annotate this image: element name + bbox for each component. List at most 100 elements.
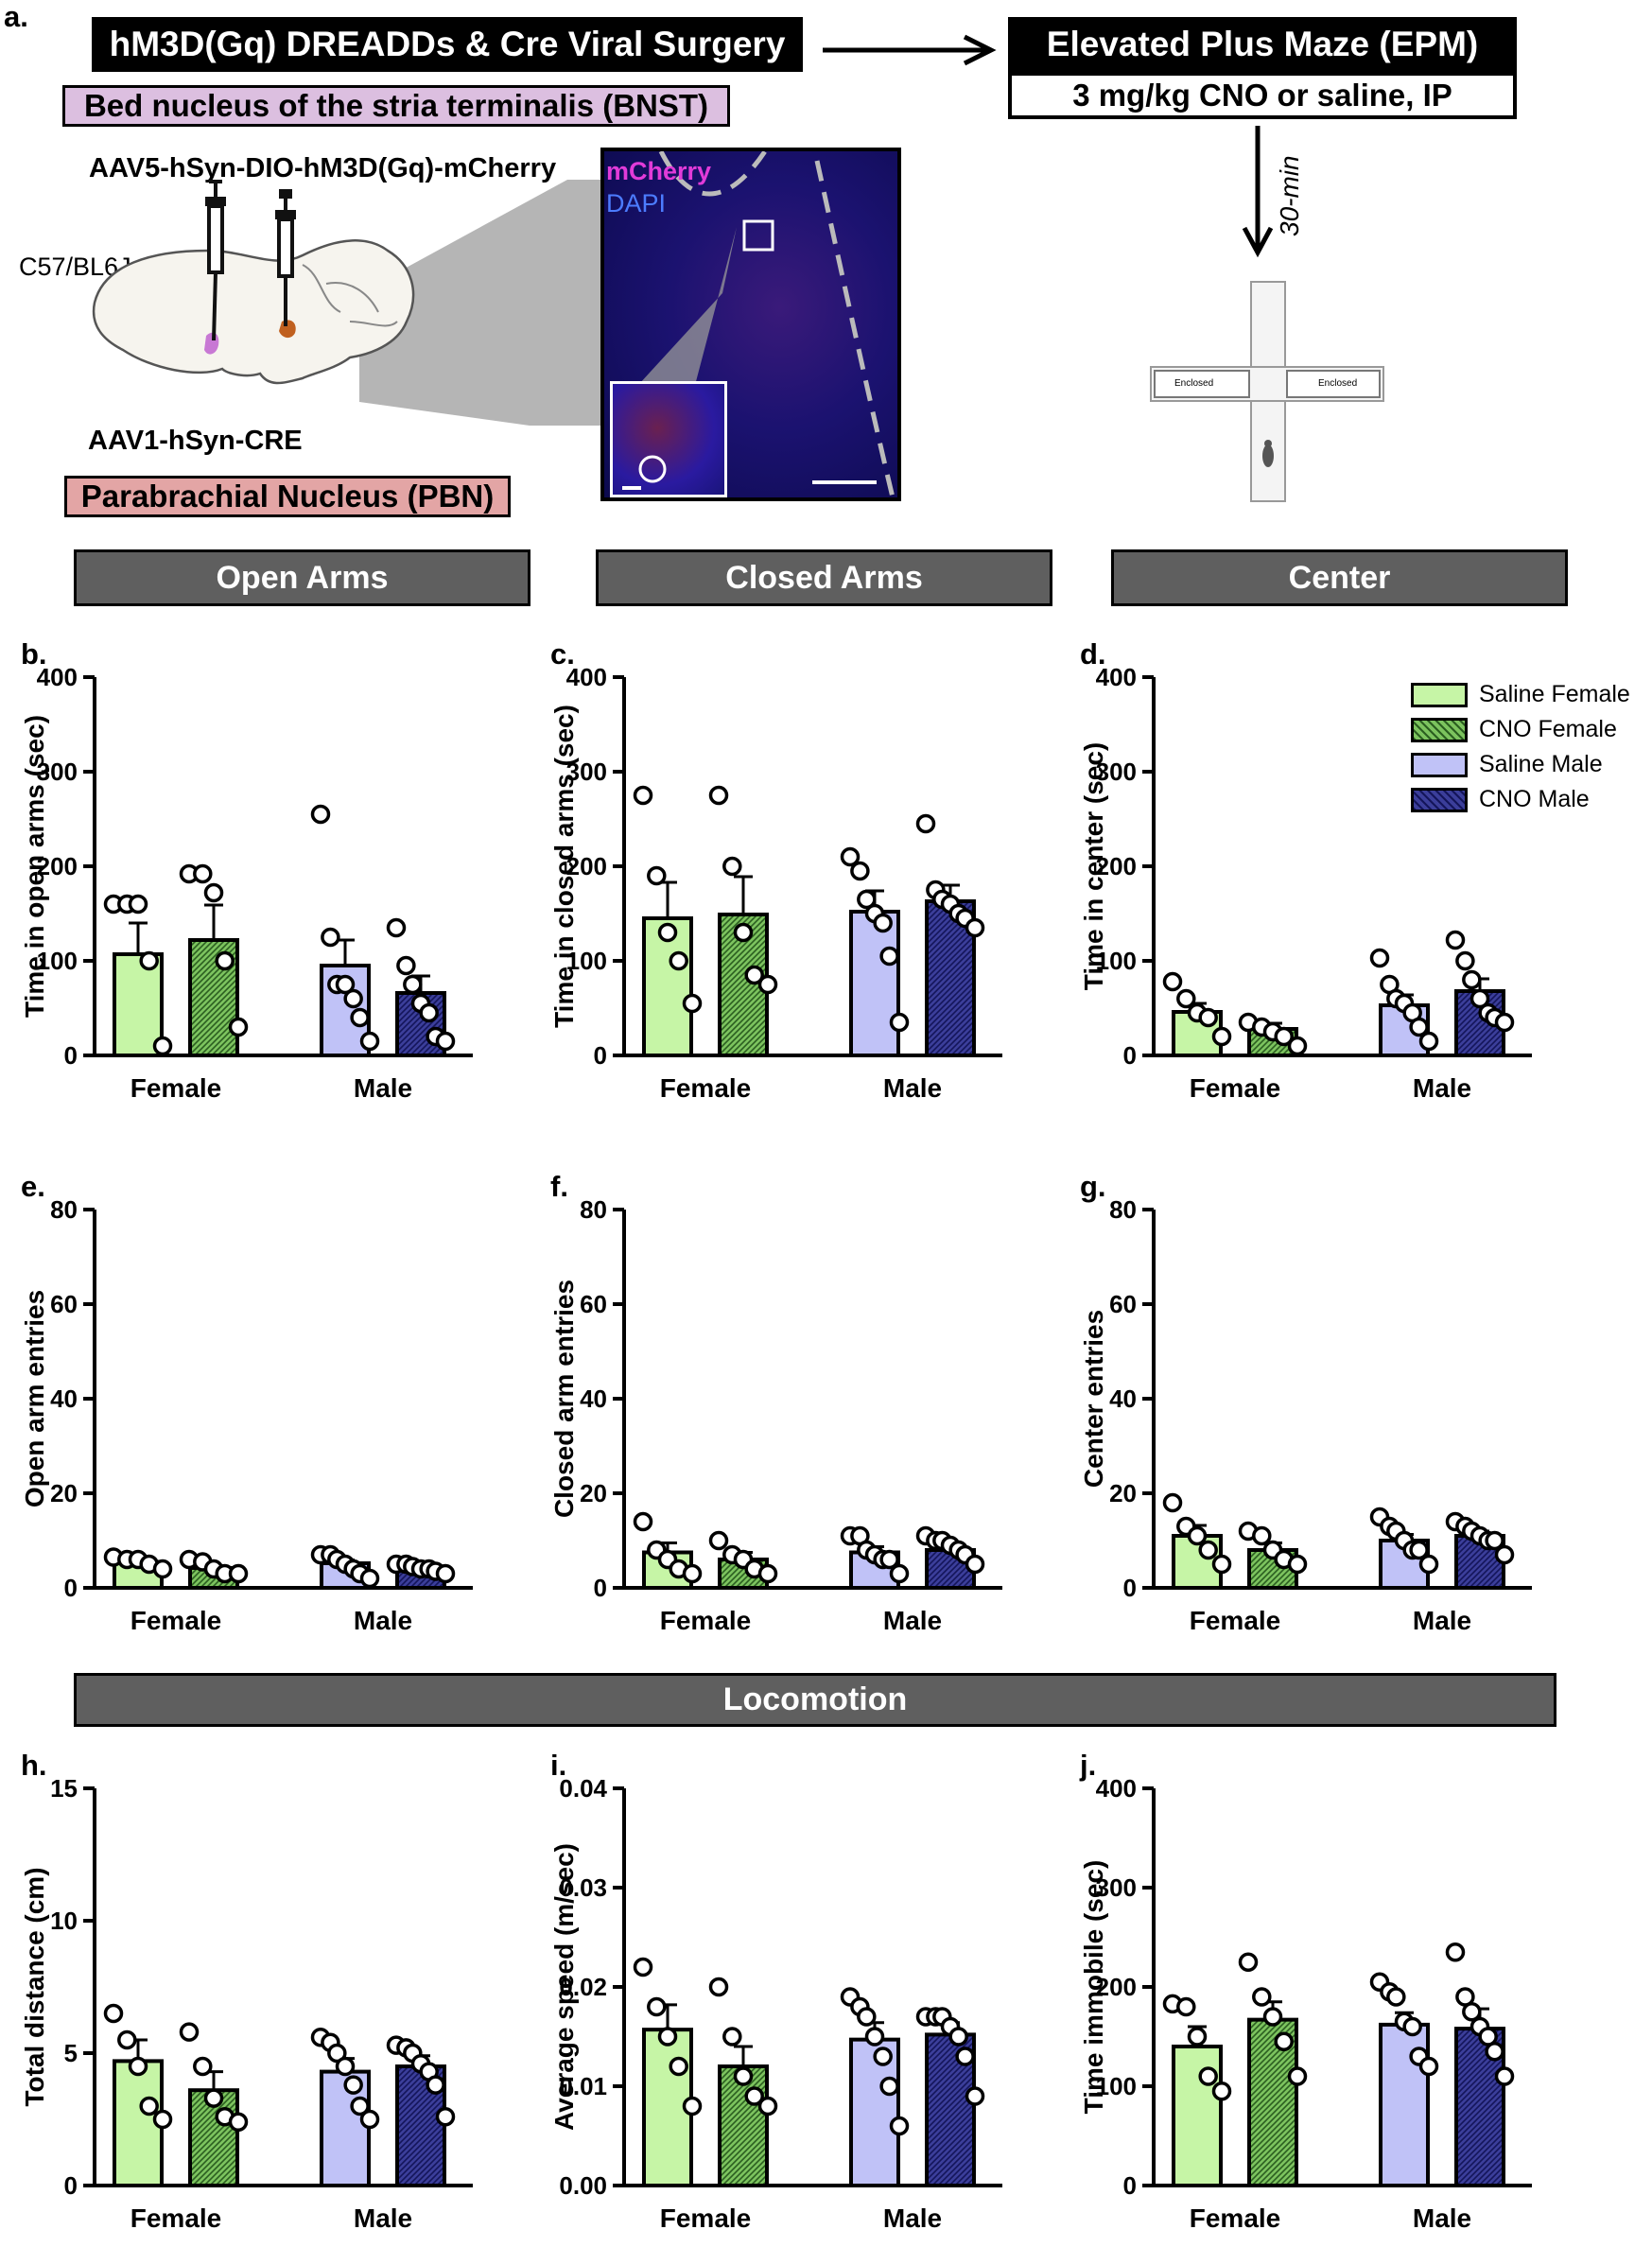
- x-category-label: Male: [1413, 1073, 1471, 1103]
- data-point: [1409, 1017, 1429, 1037]
- x-category-label: Male: [883, 1606, 942, 1635]
- data-point: [335, 974, 356, 995]
- bar-saline-male: [849, 2037, 900, 2187]
- data-point: [1386, 1987, 1406, 2007]
- y-tick-label: 0: [594, 1041, 607, 1070]
- data-point: [1211, 1026, 1232, 1047]
- x-category-label: Female: [660, 2203, 752, 2233]
- dapi-label: DAPI: [606, 189, 667, 218]
- legend-swatch: [1411, 752, 1468, 777]
- x-category-label: Female: [130, 1073, 222, 1103]
- data-point: [1469, 988, 1490, 1009]
- data-point: [215, 950, 235, 971]
- y-tick-label: 0.03: [559, 1873, 607, 1902]
- data-point: [873, 913, 893, 933]
- brain-injection-diagram: [92, 180, 615, 426]
- zoom-square: [742, 219, 774, 252]
- x-category-label: Female: [660, 1073, 752, 1103]
- data-point: [873, 2047, 893, 2066]
- y-axis-label: Open arm entries: [20, 1290, 49, 1507]
- data-point: [1287, 2066, 1308, 2086]
- data-point: [757, 974, 778, 995]
- scale-bar: [812, 480, 877, 484]
- data-point: [757, 2096, 778, 2116]
- legend-item: CNO Female: [1411, 712, 1630, 747]
- pbn-label: Parabrachial Nucleus (PBN): [64, 476, 511, 517]
- data-point: [1418, 1554, 1439, 1575]
- data-point: [682, 1563, 703, 1584]
- data-point: [864, 2027, 885, 2047]
- panel-letter-a: a.: [4, 0, 28, 33]
- y-tick-label: 200: [1096, 1973, 1137, 2001]
- data-point: [647, 1996, 667, 2017]
- y-tick-label: 10: [50, 1907, 78, 1935]
- data-point: [669, 2056, 688, 2077]
- chart-h: h. Total distance (cm) 0 5 10 15 Female Male: [20, 1754, 473, 2233]
- data-point: [889, 1012, 910, 1033]
- data-point: [419, 1002, 439, 1023]
- data-point: [350, 2096, 370, 2116]
- data-point: [435, 1563, 456, 1584]
- data-point: [1198, 2066, 1218, 2086]
- maze-left-label: Enclosed: [1174, 378, 1214, 389]
- y-tick-label: 20: [580, 1479, 607, 1507]
- y-tick-label: 400: [1096, 1774, 1137, 1803]
- data-point: [1418, 1031, 1439, 1052]
- chart-j: j. Time immobile (sec) 0 100 200 300 400 Female…: [1079, 1754, 1532, 2233]
- y-axis-label: Center entries: [1079, 1310, 1108, 1488]
- data-point: [1494, 2066, 1515, 2086]
- chart-g: g. Center entries 0 20 40 60 80 Female Male: [1079, 1176, 1532, 1635]
- data-point: [1287, 1554, 1308, 1575]
- data-point: [139, 2096, 159, 2116]
- x-category-label: Male: [883, 1073, 942, 1103]
- data-point: [228, 1017, 249, 1037]
- y-axis-label: Closed arm entries: [549, 1280, 579, 1518]
- y-tick-label: 5: [64, 2039, 78, 2067]
- data-point: [1211, 1554, 1232, 1575]
- zoom-projection: [359, 180, 615, 426]
- flow-arrow-down: [1242, 126, 1274, 258]
- panel-letter: c.: [550, 643, 575, 671]
- data-point: [1176, 1996, 1196, 2017]
- data-point: [633, 1511, 653, 1532]
- data-point: [1462, 969, 1482, 990]
- x-category-label: Male: [1413, 1606, 1471, 1635]
- data-point: [722, 856, 742, 877]
- y-tick-label: 60: [1109, 1290, 1137, 1318]
- legend-item: Saline Female: [1411, 677, 1630, 712]
- y-axis-label: Time in closed arms (sec): [549, 705, 579, 1028]
- panel-letter: b.: [21, 643, 47, 671]
- data-point: [708, 1530, 729, 1551]
- panel-letter: d.: [1080, 643, 1106, 671]
- data-point: [857, 889, 877, 910]
- data-point: [1402, 2016, 1422, 2037]
- data-point: [669, 950, 688, 971]
- data-point: [228, 1563, 249, 1584]
- y-tick-label: 40: [1109, 1385, 1137, 1413]
- data-point: [1198, 1540, 1218, 1560]
- data-point: [965, 1554, 985, 1575]
- syringe-2-icon: [275, 189, 296, 326]
- data-point: [647, 865, 667, 886]
- y-tick-label: 15: [50, 1774, 78, 1803]
- data-point: [744, 2086, 764, 2106]
- data-point: [359, 1031, 380, 1052]
- data-point: [965, 2086, 985, 2106]
- data-point: [203, 2088, 224, 2108]
- data-point: [1287, 1036, 1308, 1056]
- y-tick-label: 80: [580, 1195, 607, 1224]
- section-closed-arms: Closed Arms: [596, 549, 1052, 606]
- data-point: [889, 1563, 910, 1584]
- y-tick-label: 80: [50, 1195, 78, 1224]
- y-tick-label: 60: [580, 1290, 607, 1318]
- y-tick-label: 0.00: [559, 2171, 607, 2200]
- section-center: Center: [1111, 549, 1568, 606]
- data-point: [682, 2096, 703, 2116]
- legend-swatch: [1411, 717, 1468, 742]
- data-point: [103, 2003, 124, 2024]
- legend: Saline Female CNO Female Saline Male CNO…: [1411, 677, 1630, 817]
- data-point: [152, 1036, 173, 1056]
- data-point: [955, 2047, 975, 2066]
- legend-item: Saline Male: [1411, 747, 1630, 782]
- data-point: [359, 1568, 380, 1589]
